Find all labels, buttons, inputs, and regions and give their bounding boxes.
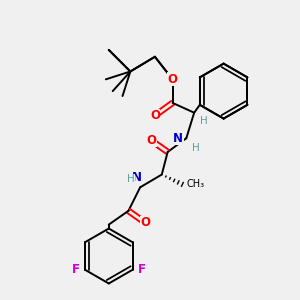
Text: O: O xyxy=(168,73,178,86)
Text: N: N xyxy=(173,132,183,145)
Text: H: H xyxy=(192,142,200,153)
Text: O: O xyxy=(146,134,156,147)
Text: CH₃: CH₃ xyxy=(187,179,205,189)
Text: H: H xyxy=(127,174,134,184)
Text: H: H xyxy=(200,116,208,126)
Text: O: O xyxy=(150,109,160,122)
Text: O: O xyxy=(140,216,150,229)
Text: F: F xyxy=(72,263,80,276)
Text: F: F xyxy=(138,263,146,276)
Text: N: N xyxy=(132,171,142,184)
